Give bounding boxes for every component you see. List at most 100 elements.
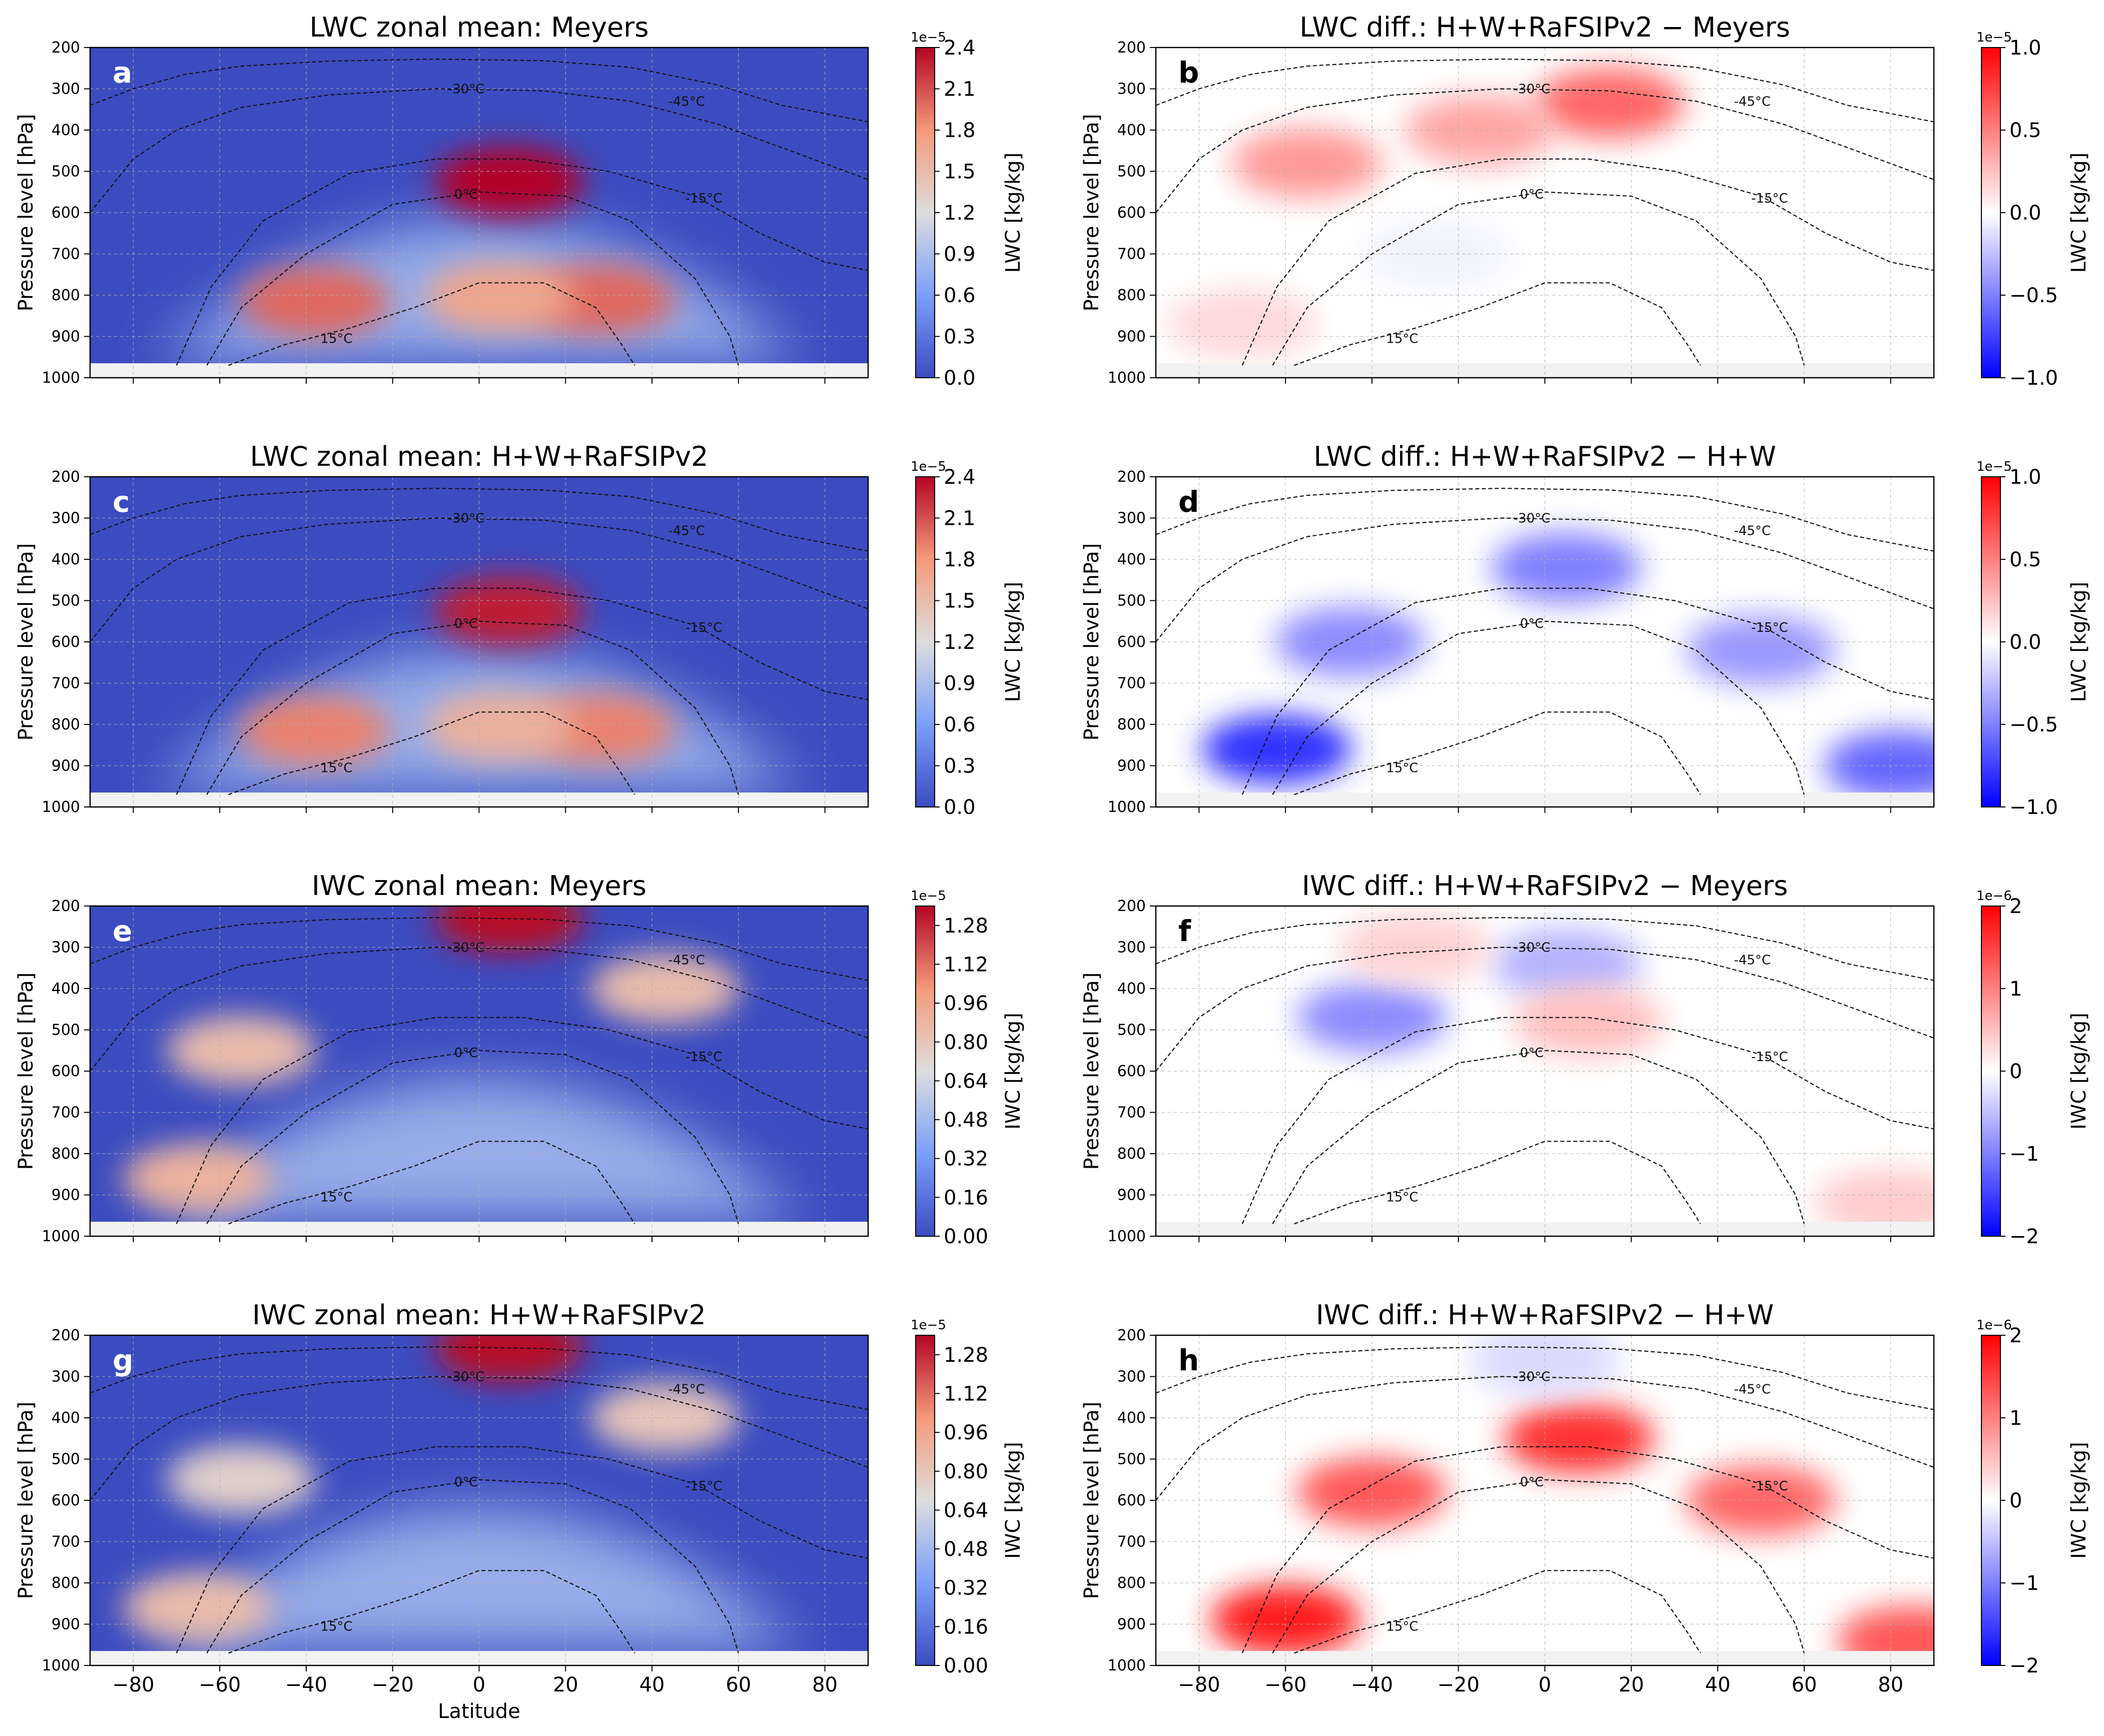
colorbar-label: IWC [kg/kg] [1002,1442,1025,1559]
colorbar [1981,47,2001,378]
isotherm-line [90,88,868,213]
panel-letter: d [1178,485,1199,519]
y-tick-label: 900 [1117,328,1146,346]
panel-f: -45°C -30°C -15°C 0°C 15°C f IWC diff.: H+W+Ra… [1080,870,2090,1248]
y-tick-label: 500 [52,592,80,610]
y-tick-label: 300 [1117,939,1146,957]
isotherm-label: -15°C [1751,620,1788,635]
isotherm-label: -30°C [448,82,485,97]
isotherm-line [228,1141,635,1225]
heatmap-feature-4 [1837,1605,1934,1665]
x-tick-label: 0 [473,1673,485,1696]
panel-title: LWC zonal mean: Meyers [309,12,648,43]
isotherm-label: 15°C [320,1190,352,1205]
y-tick-label: 700 [1117,1104,1146,1122]
x-tick-label: −40 [1351,1673,1393,1696]
colorbar-label: LWC [kg/kg] [1002,582,1025,702]
isotherm-label: -15°C [1751,1050,1788,1065]
colorbar-tick-label: 0.5 [2009,119,2041,142]
panel-letter: c [113,485,130,519]
y-tick-label: 300 [52,510,80,527]
surface-band [1156,1651,1934,1665]
colorbar-tick-label: 2 [2009,1324,2022,1347]
y-tick-label: 600 [1117,1063,1146,1080]
isotherm-line [90,487,868,552]
isotherm-line [1156,1376,1934,1501]
isotherm-line [176,158,868,366]
colorbar-tick-label: 2.1 [944,507,976,530]
heatmap-feature-1 [1491,532,1642,603]
heatmap-arch [155,1079,804,1220]
y-tick-label: 300 [52,1368,80,1386]
y-tick-label: 500 [1117,163,1146,181]
isotherm-line [90,58,868,123]
panel-g: -45°C -30°C -15°C 0°C 15°C g IWC zonal mean: H… [15,1299,1025,1723]
y-tick-label: 800 [1117,1574,1146,1592]
colorbar-tick-label: 0.9 [944,672,976,695]
isotherm-line [176,587,868,795]
y-tick-label: 200 [1117,39,1146,57]
colorbar-tick-label: 0.96 [944,1421,988,1444]
heatmap-feature-3 [425,691,576,762]
isotherm-line [1294,282,1701,366]
y-axis-label: Pressure level [hPa] [1080,543,1103,741]
y-tick-label: 300 [1117,1368,1146,1386]
panel-letter: h [1178,1343,1199,1377]
colorbar-tick-label: 1.5 [944,161,976,184]
colorbar-tick-label: 0.6 [944,713,976,736]
colorbar-tick-label: 1.8 [944,119,976,142]
isotherm-label: 0°C [1520,1046,1544,1061]
isotherm-label: -30°C [1514,941,1551,956]
colorbar-tick-label: 0.32 [944,1577,988,1600]
x-tick-label: 60 [726,1673,751,1696]
isotherm-label: -45°C [668,1382,705,1397]
colorbar-tick-label: 2.4 [944,466,976,489]
x-tick-label: 60 [1791,1673,1817,1696]
isotherm-line [1156,517,1934,642]
colorbar-tick-label: −0.5 [2009,284,2058,307]
colorbar-tick-label: 1.0 [2009,466,2041,489]
surface-band [1156,1222,1934,1236]
y-tick-label: 900 [1117,757,1146,775]
isotherm-label: -15°C [685,1479,723,1494]
colorbar-tick-label: 0.64 [944,1070,988,1093]
surface-band [1156,363,1934,378]
isotherm-line [1156,947,1934,1072]
colorbar [1981,906,2001,1237]
isotherm-label: -15°C [685,191,723,206]
y-tick-label: 1000 [42,1228,80,1245]
x-tick-label: −40 [285,1673,327,1696]
isotherm-line [1241,587,1934,795]
colorbar-tick-label: 0.3 [944,755,976,778]
isotherm-line [228,711,635,795]
isotherm-label: 0°C [1520,1475,1544,1490]
panel-letter: e [113,914,132,948]
isotherm-line [1272,1050,1805,1224]
colorbar-tick-label: 0.48 [944,1538,988,1561]
colorbar-tick-label: −1 [2009,1143,2039,1166]
isotherm-label: -45°C [1734,953,1771,968]
colorbar-tick-label: 1.12 [944,953,988,976]
x-tick-label: −20 [372,1673,414,1696]
heatmap-field: -45°C -30°C -15°C 0°C 15°C [1156,906,1934,1236]
y-tick-label: 1000 [42,798,80,816]
isotherm-label: -45°C [1734,523,1771,538]
y-axis-label: Pressure level [hPa] [1080,114,1103,312]
heatmap-feature-3 [425,262,576,333]
isotherm-line [1156,88,1934,213]
colorbar-tick-label: 0.0 [2009,631,2041,654]
heatmap-feature-3 [1167,289,1317,359]
colorbar-label: IWC [kg/kg] [2067,1013,2090,1130]
isotherm-label: -30°C [448,941,485,956]
y-tick-label: 200 [52,468,80,486]
heatmap-feature-0 [240,266,390,337]
colorbar-tick-label: 1.0 [2009,37,2041,60]
y-tick-label: 600 [52,1492,80,1509]
colorbar-exponent: 1e−5 [911,889,946,904]
panel-letter: b [1178,56,1199,90]
isotherm-line [206,1479,739,1653]
colorbar-label: LWC [kg/kg] [1002,153,1025,273]
y-tick-label: 600 [1117,1492,1146,1509]
colorbar-tick-label: 1.2 [944,631,976,654]
x-axis-label: Latitude [438,1700,520,1723]
